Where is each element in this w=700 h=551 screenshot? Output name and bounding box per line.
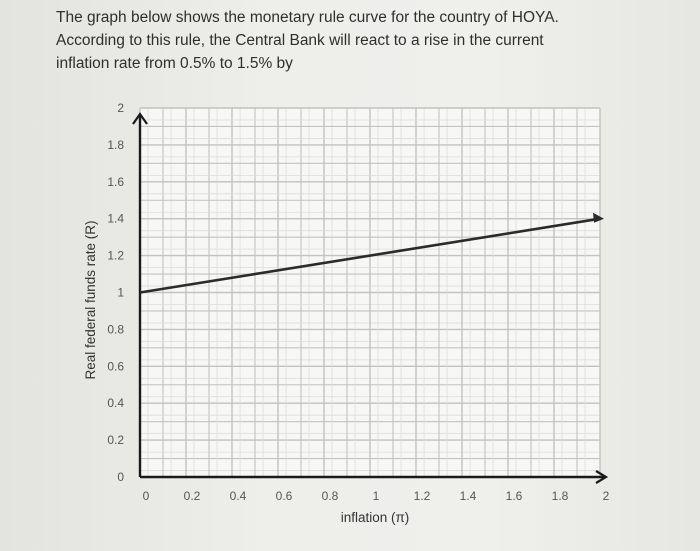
y-tick-label: 1.2 [107, 249, 124, 263]
x-tick-label: 2 [603, 489, 610, 503]
y-tick-label: 0 [117, 470, 124, 484]
x-axis-arrow-icon [595, 470, 609, 484]
question-line-3: inflation rate from 0.5% to 1.5% by [56, 55, 293, 72]
x-tick-label: 1.2 [414, 489, 431, 503]
x-tick-label: 1.8 [552, 489, 569, 503]
x-tick-label: 0.6 [276, 489, 293, 503]
x-tick-label: 0.8 [322, 489, 339, 503]
y-axis-title: Real federal funds rate (R) [83, 220, 98, 379]
x-tick-label: 0.4 [230, 489, 247, 503]
y-tick-label: 0.6 [107, 359, 124, 373]
x-tick-label: 1.4 [460, 489, 477, 503]
y-tick-label: 0.2 [107, 433, 124, 447]
y-tick-label: 0.8 [107, 322, 124, 336]
axes [132, 112, 609, 484]
question-line-2: According to this rule, the Central Bank… [56, 32, 544, 49]
y-tick-label: 1.6 [107, 175, 124, 189]
y-axis-arrow-icon [132, 112, 148, 125]
monetary-rule-line [139, 217, 601, 294]
y-tick-label: 1.8 [107, 138, 124, 152]
y-tick-labels: 0 0.2 0.4 0.6 0.8 1 1.2 1.4 1.6 1.8 2 [107, 101, 124, 484]
y-tick-label: 2 [117, 101, 124, 115]
x-tick-label: 1.6 [506, 489, 523, 503]
series-layer [139, 212, 604, 294]
x-tick-label: 0 [143, 489, 150, 503]
x-tick-labels: 0 0.2 0.4 0.6 0.8 1 1.2 1.4 1.6 1.8 2 [143, 489, 610, 503]
y-tick-label: 1 [117, 286, 124, 300]
x-tick-label: 1 [373, 489, 380, 503]
question-line-1: The graph below shows the monetary rule … [56, 9, 559, 26]
question-text: The graph below shows the monetary rule … [56, 6, 656, 75]
x-tick-label: 0.2 [184, 489, 201, 503]
x-axis-title: inflation (π) [341, 510, 410, 525]
y-tick-label: 0.4 [107, 396, 124, 410]
grid [139, 107, 601, 478]
line-end-arrow-icon [593, 212, 604, 223]
y-tick-label: 1.4 [107, 212, 124, 226]
